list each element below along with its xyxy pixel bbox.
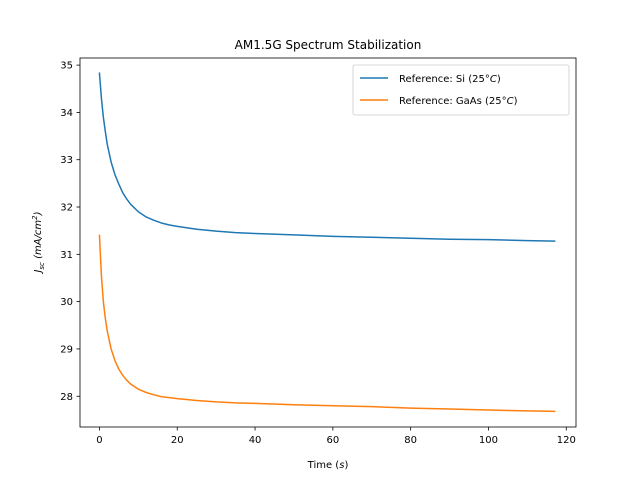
- y-axis-ticks: 28 29 30 31 32 33 34 35: [60, 61, 80, 403]
- x-tick-label: 80: [404, 435, 417, 446]
- y-tick-label: 35: [60, 61, 73, 72]
- series-line-gaas: [98, 234, 556, 413]
- y-tick-label: 29: [60, 344, 73, 355]
- x-tick-label: 120: [557, 435, 576, 446]
- x-tick-label: 40: [249, 435, 262, 446]
- y-tick-label: 31: [60, 250, 73, 261]
- chart-title: AM1.5G Spectrum Stabilization: [235, 38, 422, 52]
- x-tick-label: 0: [96, 435, 102, 446]
- x-tick-label: 20: [171, 435, 184, 446]
- x-tick-label: 60: [326, 435, 339, 446]
- legend-label-si: Reference: Si (25°C): [399, 74, 501, 85]
- y-axis-label: Jsc (mA/cm2): [31, 211, 46, 274]
- y-tick-label: 30: [60, 297, 73, 308]
- y-tick-label: 33: [60, 155, 73, 166]
- plot-frame: [79, 57, 577, 428]
- legend: Reference: Si (25°C) Reference: GaAs (25…: [352, 64, 570, 116]
- x-axis-ticks: 0 20 40 60 80 100 120: [96, 427, 576, 446]
- legend-box: [352, 64, 570, 116]
- legend-label-gaas: Reference: GaAs (25°C): [399, 96, 518, 107]
- y-tick-label: 32: [60, 203, 73, 214]
- x-axis-label: Time (s): [307, 460, 349, 471]
- series-line-si: [98, 72, 556, 242]
- x-tick-label: 100: [479, 435, 498, 446]
- y-tick-label: 28: [60, 392, 73, 403]
- series-lines: [98, 72, 556, 413]
- y-tick-label: 34: [60, 108, 73, 119]
